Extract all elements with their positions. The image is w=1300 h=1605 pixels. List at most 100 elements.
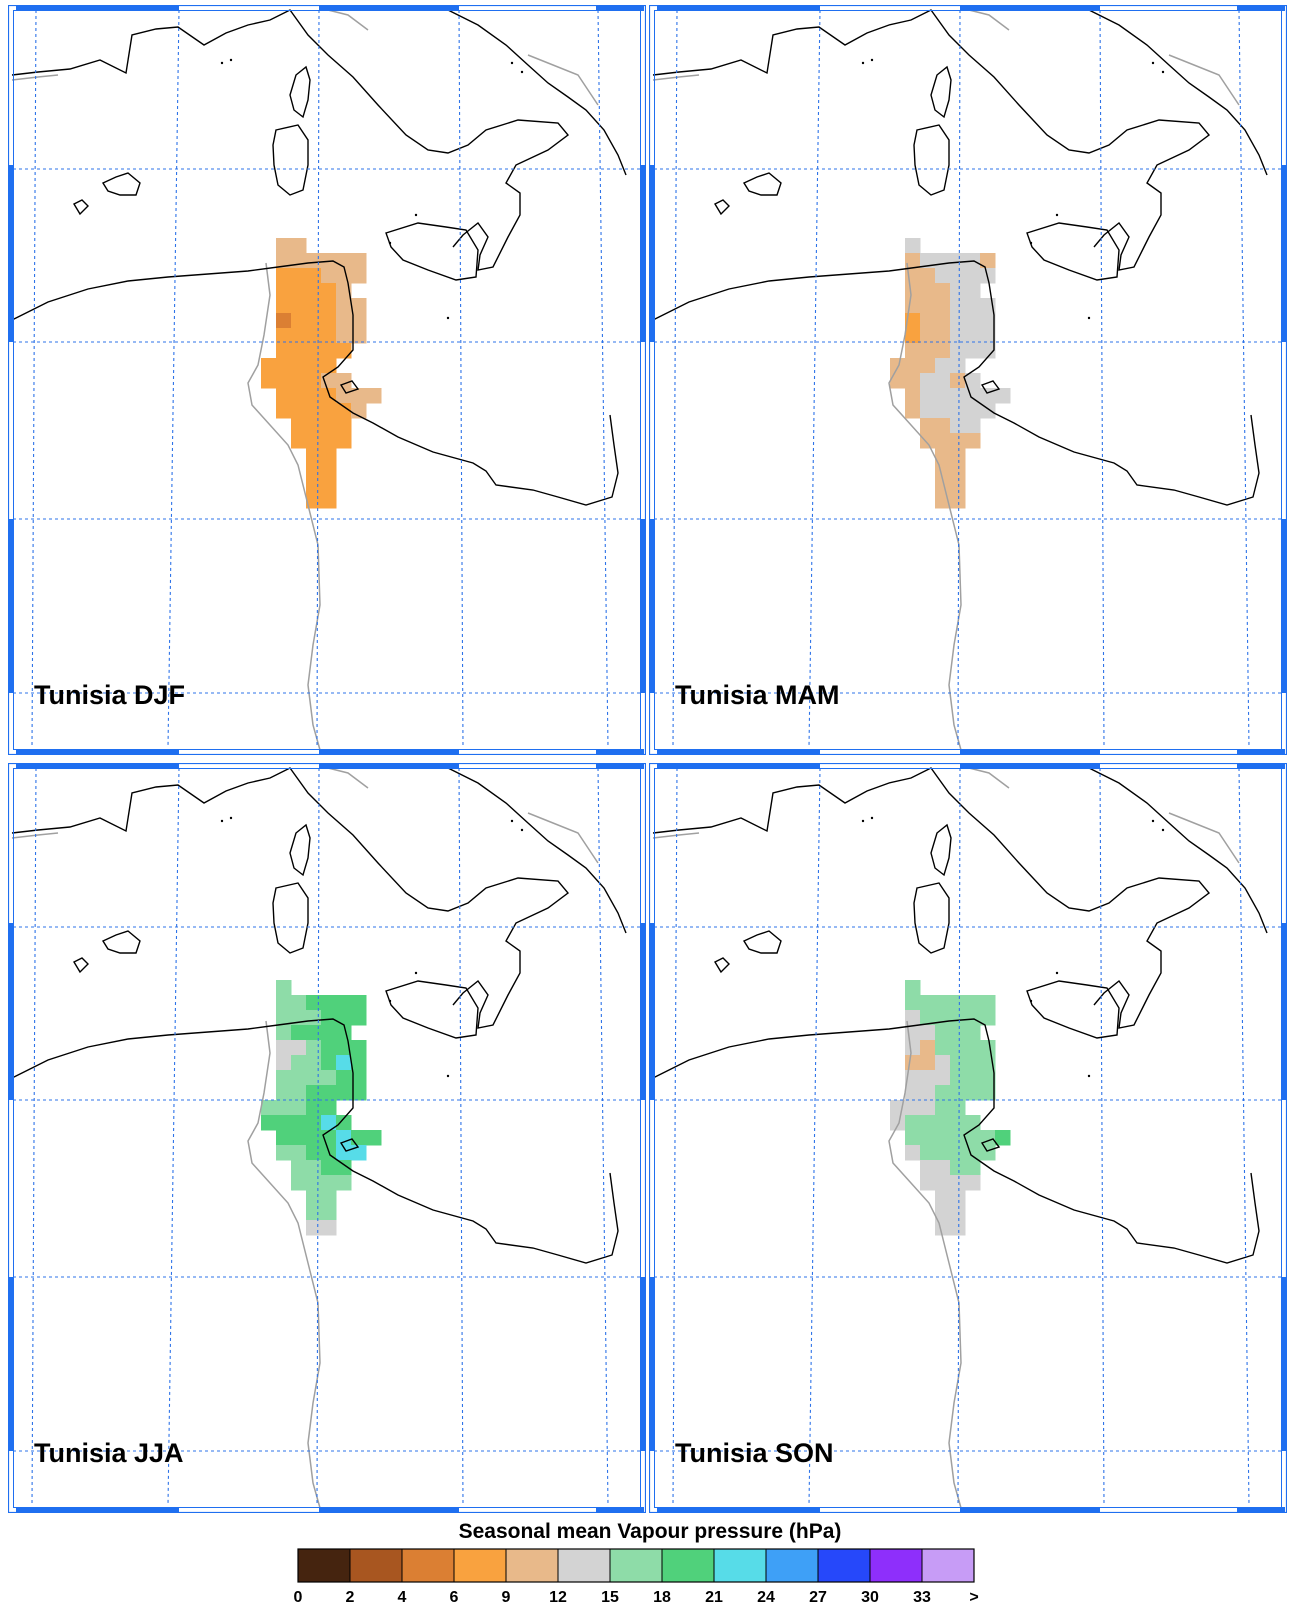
coastline	[272, 882, 309, 954]
vapour-cell	[980, 1010, 996, 1026]
vapour-cell	[920, 283, 936, 299]
vapour-cell	[306, 448, 322, 464]
vapour-cell	[336, 373, 352, 389]
vapour-pressure-cells	[261, 980, 382, 1236]
vapour-cell	[965, 1025, 981, 1041]
vapour-cell	[920, 403, 936, 419]
vapour-cell	[276, 313, 292, 329]
vapour-cell	[920, 1070, 936, 1086]
vapour-cell	[920, 328, 936, 344]
vapour-cell	[366, 388, 382, 404]
vapour-cell	[905, 358, 921, 374]
vapour-cell	[306, 253, 322, 269]
vapour-cell	[980, 313, 996, 329]
vapour-cell	[965, 328, 981, 344]
vapour-cell	[935, 343, 951, 359]
vapour-cell	[965, 433, 981, 449]
vapour-cell	[321, 1085, 337, 1101]
coastline	[1088, 9, 1268, 176]
vapour-cell	[321, 313, 337, 329]
vapour-cell	[351, 313, 367, 329]
vapour-cell	[980, 253, 996, 269]
vapour-cell	[920, 1025, 936, 1041]
coastline	[980, 380, 1001, 394]
vapour-cell	[935, 1085, 951, 1101]
coastline	[714, 199, 730, 216]
vapour-cell	[920, 995, 936, 1011]
coastline	[1026, 222, 1120, 281]
legend-tick-label: 30	[861, 1589, 879, 1605]
vapour-cell	[905, 373, 921, 389]
vapour-cell	[905, 1100, 921, 1116]
legend-tick-label: >	[969, 1589, 978, 1605]
map-frame	[9, 6, 645, 754]
vapour-cell	[980, 328, 996, 344]
vapour-cell	[291, 328, 307, 344]
vapour-cell	[321, 328, 337, 344]
vapour-cell	[321, 283, 337, 299]
island-dot	[414, 971, 418, 975]
panel-label: Tunisia MAM	[675, 680, 840, 710]
vapour-cell	[950, 313, 966, 329]
vapour-cell	[336, 1040, 352, 1056]
vapour-cell	[905, 1070, 921, 1086]
vapour-cell	[306, 995, 322, 1011]
coastline	[652, 9, 1211, 271]
vapour-cell	[920, 343, 936, 359]
vapour-cell	[950, 995, 966, 1011]
vapour-cell	[276, 1100, 292, 1116]
vapour-cell	[276, 995, 292, 1011]
coastline	[1026, 980, 1120, 1039]
vapour-cell	[321, 418, 337, 434]
vapour-cell	[965, 313, 981, 329]
vapour-cell	[935, 1160, 951, 1176]
vapour-cell	[336, 283, 352, 299]
vapour-cell	[965, 343, 981, 359]
island-dot	[388, 241, 392, 245]
vapour-cell	[276, 238, 292, 254]
legend-tick-label: 15	[601, 1589, 619, 1605]
vapour-cell	[965, 418, 981, 434]
coastline	[385, 222, 479, 281]
vapour-cell	[276, 343, 292, 359]
vapour-cell	[950, 1025, 966, 1041]
country-border	[327, 767, 369, 789]
vapour-cell	[336, 403, 352, 419]
vapour-cell	[950, 1145, 966, 1161]
vapour-cell	[306, 298, 322, 314]
vapour-cell	[950, 1160, 966, 1176]
vapour-cell	[306, 1025, 322, 1041]
vapour-cell	[950, 433, 966, 449]
vapour-cell	[935, 1055, 951, 1071]
vapour-cell	[935, 478, 951, 494]
vapour-cell	[980, 1040, 996, 1056]
vapour-cell	[321, 1220, 337, 1236]
vapour-cell	[965, 403, 981, 419]
island-dot	[220, 61, 224, 65]
country-border	[1168, 54, 1240, 106]
vapour-cell	[306, 478, 322, 494]
vapour-cell	[950, 1055, 966, 1071]
legend-swatch	[765, 1548, 819, 1583]
vapour-cell	[306, 1100, 322, 1116]
vapour-cell	[935, 1070, 951, 1086]
island-dot	[1029, 241, 1033, 245]
island-dot	[520, 70, 524, 74]
legend-swatch	[557, 1548, 611, 1583]
vapour-cell	[950, 418, 966, 434]
vapour-cell	[291, 268, 307, 284]
vapour-cell	[321, 373, 337, 389]
vapour-cell	[276, 358, 292, 374]
vapour-pressure-cells	[890, 238, 1011, 509]
vapour-cell	[920, 1010, 936, 1026]
vapour-cell	[321, 1055, 337, 1071]
legend-tick-label: 9	[502, 1589, 511, 1605]
vapour-cell	[276, 1145, 292, 1161]
vapour-cell	[351, 1055, 367, 1071]
vapour-cell	[905, 1115, 921, 1131]
coastline	[101, 172, 141, 196]
vapour-cell	[306, 1145, 322, 1161]
coastline	[930, 823, 952, 877]
vapour-cell	[336, 343, 352, 359]
island-dot	[861, 61, 865, 65]
